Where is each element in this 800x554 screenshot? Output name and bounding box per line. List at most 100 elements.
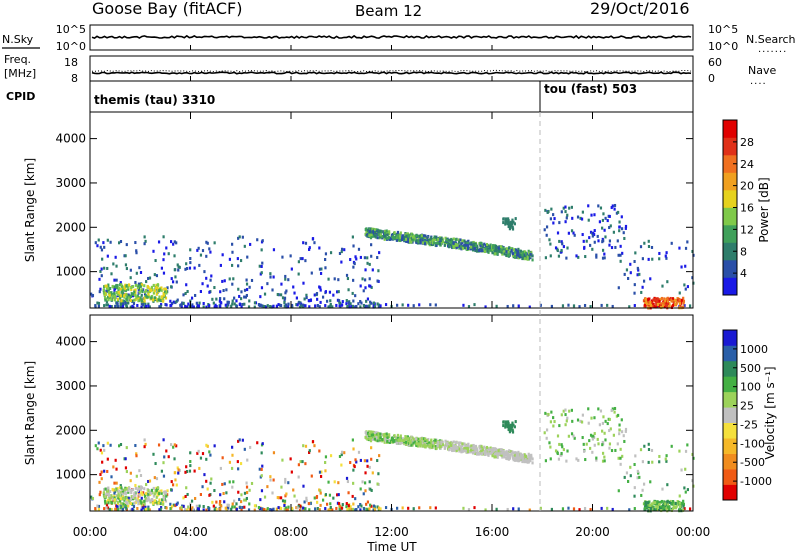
velocity-cell	[666, 500, 669, 504]
velocity-cell	[102, 444, 105, 448]
velocity-cell	[670, 444, 673, 448]
velocity-cell	[308, 449, 311, 453]
power-cell	[449, 238, 452, 242]
power-cell	[558, 239, 561, 243]
power-cell	[113, 295, 116, 299]
velocity-cell	[228, 480, 231, 484]
power-cell	[688, 304, 692, 308]
velocity-cell	[144, 497, 148, 501]
velocity-cell	[519, 456, 522, 460]
power-cell	[524, 255, 527, 259]
power-cell	[544, 208, 547, 212]
velocity-cell	[343, 451, 346, 455]
velocity-cell	[573, 436, 576, 440]
velocity-cell	[285, 508, 288, 512]
velocity-cell	[124, 503, 127, 507]
xtick-label: 20:00	[575, 525, 610, 539]
velocity-cell	[489, 449, 493, 453]
velocity-cell	[366, 431, 370, 435]
velocity-cell	[154, 462, 157, 466]
velocity-cell	[110, 508, 113, 512]
ytick-label: 2000	[55, 423, 86, 437]
velocity-cell	[381, 438, 384, 442]
velocity-cell	[659, 500, 662, 504]
velocity-cell	[412, 437, 415, 441]
power-cell	[220, 301, 223, 305]
velocity-cell	[338, 507, 341, 511]
velocity-cell	[633, 463, 636, 467]
velocity-cell	[301, 460, 304, 464]
velocity-cell	[103, 495, 106, 499]
power-cell	[567, 303, 570, 307]
power-cell	[680, 265, 683, 269]
power-cell	[116, 305, 120, 309]
power-cell	[237, 287, 240, 291]
power-cell	[549, 242, 552, 246]
colorbar-swatch	[723, 438, 737, 454]
power-cell	[584, 255, 587, 259]
velocity-cell	[643, 506, 646, 510]
power-cell	[661, 304, 664, 308]
power-cell	[160, 286, 163, 290]
velocity-cell	[484, 447, 487, 451]
velocity-cell	[237, 467, 240, 471]
power-cell	[301, 257, 304, 261]
power-cell	[153, 273, 156, 277]
power-cell	[329, 251, 333, 255]
power-cell	[233, 302, 236, 306]
power-cell	[120, 294, 124, 298]
velocity-cell	[521, 456, 524, 460]
power-cell	[213, 241, 216, 245]
velocity-cell	[221, 482, 224, 486]
power-cell	[655, 299, 658, 303]
velocity-cell	[174, 478, 177, 482]
power-cell	[419, 241, 422, 245]
velocity-cell	[114, 488, 117, 492]
power-cell	[673, 298, 676, 302]
power-cell	[103, 304, 106, 308]
velocity-cell	[612, 433, 615, 437]
power-cell	[512, 248, 515, 252]
velocity-cell	[143, 487, 146, 491]
power-cell	[269, 305, 272, 309]
power-cell	[633, 260, 636, 264]
power-cell	[649, 277, 652, 281]
power-cell	[347, 301, 350, 305]
power-cell	[364, 304, 367, 308]
velocity-cell	[162, 502, 165, 506]
power-cell	[308, 247, 311, 251]
velocity-cell	[415, 442, 418, 446]
velocity-cell	[366, 459, 369, 463]
power-cell	[450, 239, 453, 243]
velocity-cell	[377, 472, 380, 476]
velocity-cell	[357, 450, 361, 454]
velocity-cell	[134, 494, 137, 498]
velocity-cell	[133, 493, 136, 497]
velocity-cell	[240, 500, 243, 504]
velocity-cell	[97, 504, 101, 508]
velocity-cell	[185, 508, 189, 512]
power-cell	[223, 279, 226, 283]
velocity-cell	[147, 489, 150, 493]
power-cell	[329, 299, 332, 303]
velocity-cell	[512, 507, 515, 511]
power-cell	[684, 264, 687, 268]
velocity-cell	[392, 440, 395, 444]
velocity-cell	[678, 449, 681, 453]
velocity-cell	[581, 413, 584, 417]
power-cell	[225, 305, 228, 309]
power-cell	[124, 283, 127, 287]
velocity-cell	[405, 437, 408, 441]
velocity-cell	[313, 496, 316, 500]
power-cell	[378, 251, 381, 255]
power-cell	[511, 252, 515, 256]
power-cell	[384, 234, 387, 238]
velocity-cell	[383, 432, 386, 436]
velocity-cell	[243, 491, 247, 495]
velocity-cell	[146, 492, 149, 496]
velocity-cell	[117, 493, 120, 497]
power-cell	[435, 242, 438, 246]
power-cell	[177, 265, 180, 269]
velocity-cell	[201, 452, 205, 456]
colorbar-swatch	[723, 207, 737, 226]
